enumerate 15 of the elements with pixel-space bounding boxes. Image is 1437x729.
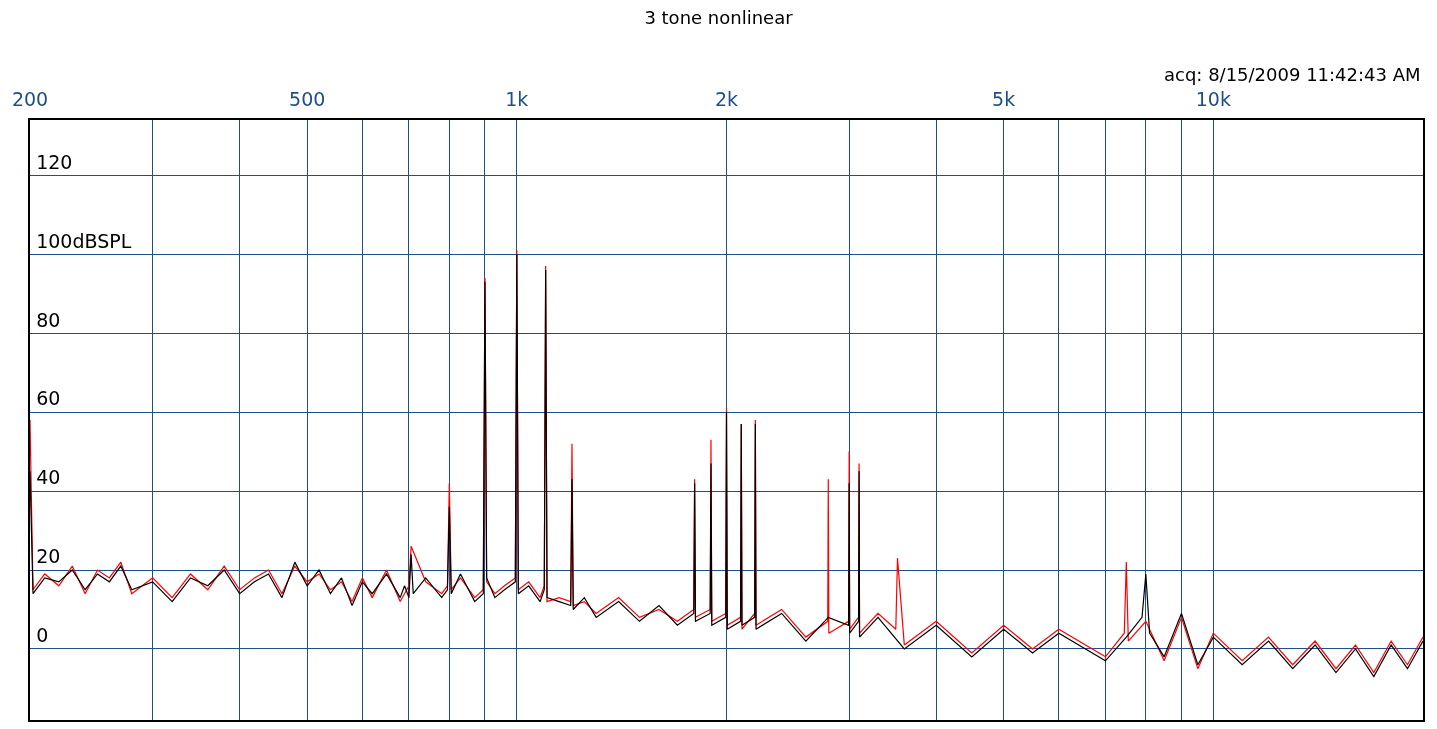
y-tick-label: 60 — [36, 387, 61, 410]
x-tick-label: 500 — [289, 88, 326, 111]
y-tick-label: 40 — [36, 466, 61, 489]
x-tick-label: 200 — [11, 88, 49, 111]
y-tick-label: 0 — [36, 624, 49, 647]
text: acq: 8/15/2009 11:42:43 AM — [1164, 64, 1421, 85]
chart-title: 3 tone nonlinear — [644, 6, 794, 28]
y-tick-label: 120 — [36, 150, 73, 173]
y-tick-label: 20 — [36, 545, 61, 568]
x-tick-label: 5k — [992, 88, 1016, 111]
x-tick-label: 10k — [1195, 88, 1231, 111]
x-tick-label: 1k — [505, 88, 529, 111]
y-tick-label: 100dBSPL — [36, 229, 132, 252]
y-tick-label: 80 — [36, 308, 61, 331]
x-tick-label: 2k — [714, 88, 739, 111]
